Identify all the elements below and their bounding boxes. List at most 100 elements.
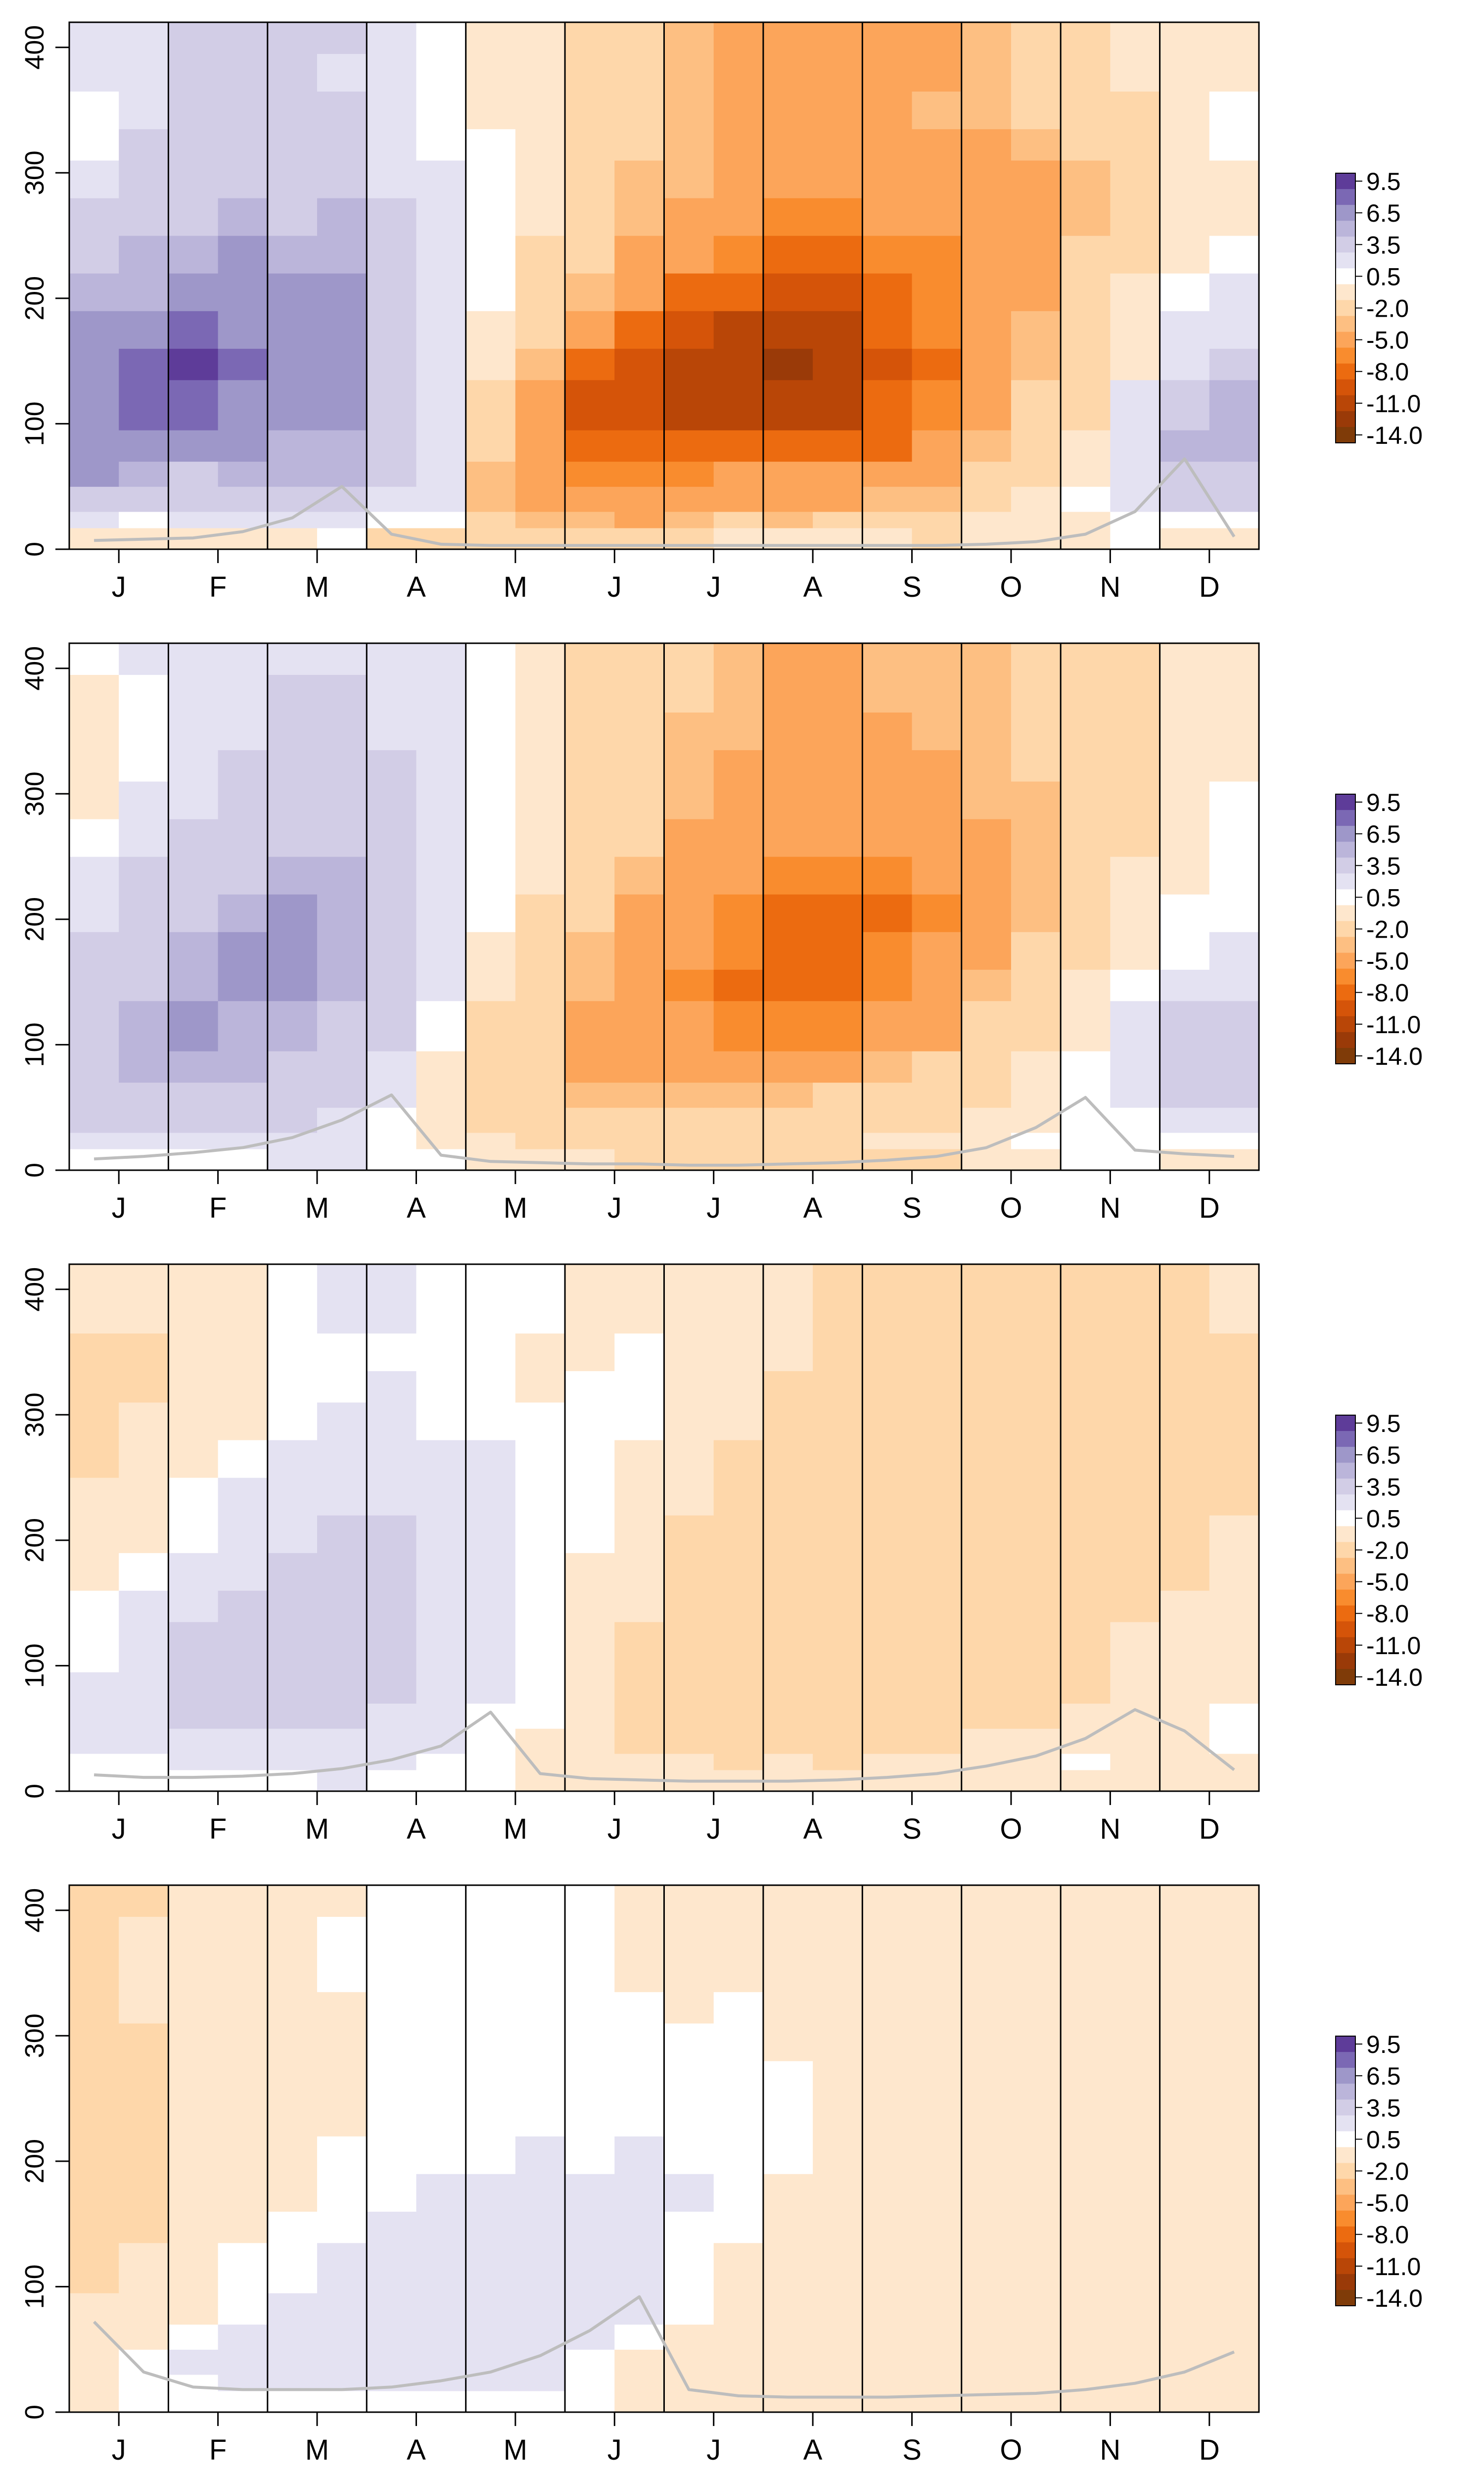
heatmap-cell: [1110, 2349, 1160, 2375]
legend-swatch: [1336, 427, 1355, 443]
heatmap-cell: [218, 712, 268, 751]
heatmap-cell: [218, 1954, 268, 1993]
heatmap-cell: [119, 511, 169, 528]
heatmap-cell: [267, 430, 318, 462]
heatmap-cell: [317, 160, 367, 198]
heatmap-cell: [515, 1672, 565, 1704]
legend-swatch: [1336, 1047, 1355, 1064]
heatmap-cell: [614, 380, 665, 430]
heatmap-cell: [1061, 932, 1111, 970]
heatmap-cell: [614, 311, 665, 349]
heatmap-cell: [168, 856, 219, 895]
heatmap-cell: [465, 311, 516, 349]
heatmap-cell: [912, 348, 962, 381]
heatmap-cell: [565, 643, 615, 675]
heatmap-cell: [218, 1515, 268, 1553]
heatmap-cell: [713, 273, 764, 311]
heatmap-cell: [763, 2098, 813, 2137]
legend-swatch: [1336, 1637, 1355, 1654]
heatmap-cell: [813, 1148, 863, 1171]
heatmap-cell: [664, 53, 714, 92]
heatmap-cell: [961, 2242, 1012, 2293]
heatmap-cell: [1159, 2211, 1210, 2243]
heatmap-cell: [416, 198, 466, 236]
heatmap-cell: [465, 2211, 516, 2243]
heatmap-cell: [912, 1916, 962, 1955]
heatmap-cell: [614, 1333, 665, 1372]
heatmap-cell: [465, 819, 516, 857]
heatmap-cell: [317, 1402, 367, 1440]
heatmap-cell: [119, 91, 169, 130]
heatmap-cell: [416, 527, 466, 550]
heatmap-cell: [69, 2211, 119, 2243]
heatmap-cell: [565, 1621, 615, 1672]
heatmap-cell: [367, 1333, 417, 1372]
heatmap-cell: [367, 1264, 417, 1296]
heatmap-cell: [961, 1082, 1012, 1108]
heatmap-cell: [1110, 712, 1160, 751]
heatmap-cell: [1110, 2023, 1160, 2061]
heatmap-cell: [367, 22, 417, 54]
heatmap-cell: [168, 2324, 219, 2350]
heatmap-cell: [961, 486, 1012, 512]
heatmap-cell: [664, 129, 714, 161]
heatmap-cell: [961, 236, 1012, 274]
x-tick-label: O: [1000, 2434, 1022, 2466]
heatmap-cell: [763, 643, 813, 675]
heatmap-cell: [515, 750, 565, 782]
heatmap-cell: [465, 1916, 516, 1955]
heatmap-cell: [367, 2023, 417, 2061]
heatmap-cell: [862, 750, 913, 782]
heatmap-cell: [1209, 1477, 1259, 1516]
heatmap-cell: [1011, 674, 1061, 713]
heatmap-cell: [1159, 91, 1210, 130]
heatmap-cell: [1159, 1885, 1210, 1917]
heatmap-cell: [961, 1333, 1012, 1372]
heatmap-cell: [862, 2098, 913, 2137]
heatmap-cell: [515, 2324, 565, 2350]
heatmap-cell: [713, 1000, 764, 1051]
y-tick-label: 200: [20, 276, 49, 321]
heatmap-cell: [1011, 712, 1061, 751]
heatmap-cell: [614, 2390, 665, 2413]
heatmap-cell: [862, 129, 913, 161]
heatmap-cell: [664, 430, 714, 462]
x-tick-label: N: [1100, 2434, 1120, 2466]
heatmap-cell: [119, 712, 169, 751]
heatmap-cell: [1110, 856, 1160, 895]
heatmap-cell: [1061, 430, 1111, 462]
heatmap-cell: [862, 674, 913, 713]
heatmap-cell: [515, 1954, 565, 1993]
heatmap-cell: [565, 486, 615, 512]
heatmap-cell: [763, 750, 813, 782]
heatmap-cell: [367, 1992, 417, 2024]
heatmap-cell: [614, 461, 665, 487]
heatmap-cell: [713, 2061, 764, 2099]
heatmap-cell: [813, 1672, 863, 1704]
heatmap-cell: [416, 2242, 466, 2293]
heatmap-cell: [713, 1333, 764, 1372]
heatmap-cell: [267, 198, 318, 236]
heatmap-cell: [862, 1000, 913, 1051]
heatmap-cell: [763, 1753, 813, 1770]
heatmap-cell: [1159, 969, 1210, 1001]
heatmap-cell: [565, 461, 615, 487]
heatmap-cell: [813, 486, 863, 512]
heatmap-cell: [1061, 969, 1111, 1001]
heatmap-cell: [416, 236, 466, 274]
heatmap-cell: [1159, 856, 1210, 895]
legend-swatch: [1336, 1415, 1355, 1431]
heatmap-cell: [614, 1082, 665, 1108]
heatmap-cell: [1209, 1107, 1259, 1133]
legend-swatch: [1336, 1605, 1355, 1622]
legend-swatch: [1336, 2131, 1355, 2147]
heatmap-cell: [267, 1672, 318, 1704]
heatmap-cell: [565, 1477, 615, 1516]
heatmap-cell: [664, 1440, 714, 1478]
legend-label: 3.5: [1366, 1473, 1401, 1501]
heatmap-cell: [1159, 712, 1210, 751]
heatmap-cell: [813, 1477, 863, 1516]
heatmap-cell: [1011, 932, 1061, 970]
heatmap-cell: [416, 781, 466, 819]
heatmap-cell: [565, 1728, 615, 1754]
